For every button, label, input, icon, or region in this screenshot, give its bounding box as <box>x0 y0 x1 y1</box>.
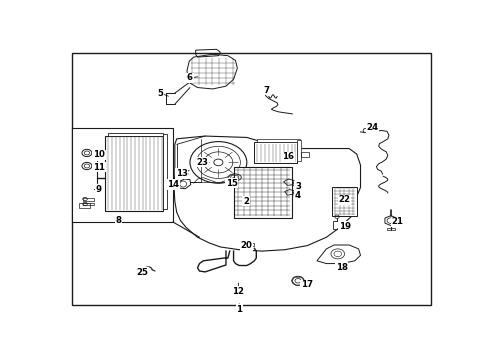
Text: 15: 15 <box>225 179 237 188</box>
Text: 11: 11 <box>93 163 105 172</box>
Text: 2: 2 <box>243 197 248 206</box>
Circle shape <box>213 159 223 166</box>
Text: 23: 23 <box>196 158 208 167</box>
Text: 17: 17 <box>300 280 312 289</box>
Text: 24: 24 <box>366 123 378 132</box>
Bar <box>83 198 94 201</box>
Bar <box>83 203 94 205</box>
Text: 3: 3 <box>294 182 301 191</box>
Bar <box>72 128 173 222</box>
Text: 19: 19 <box>338 222 350 231</box>
Polygon shape <box>176 179 190 189</box>
Text: 7: 7 <box>263 86 269 95</box>
Text: 6: 6 <box>186 73 193 82</box>
Text: 8: 8 <box>116 216 122 225</box>
Text: 5: 5 <box>157 89 163 98</box>
Text: 12: 12 <box>232 287 244 296</box>
Circle shape <box>363 128 368 133</box>
Bar <box>253 142 297 163</box>
Text: 25: 25 <box>136 268 148 277</box>
Text: 16: 16 <box>282 152 294 161</box>
Bar <box>256 139 300 142</box>
Bar <box>386 228 394 230</box>
Bar <box>331 187 356 216</box>
Text: 21: 21 <box>391 217 403 226</box>
Bar <box>248 243 253 246</box>
Text: 22: 22 <box>338 195 350 204</box>
Text: 4: 4 <box>294 191 301 200</box>
Text: 14: 14 <box>166 180 179 189</box>
Text: 9: 9 <box>95 185 101 194</box>
Bar <box>104 136 163 211</box>
Bar <box>297 140 301 161</box>
Text: 18: 18 <box>335 263 347 272</box>
Bar <box>107 133 163 136</box>
Bar <box>301 152 308 157</box>
Bar <box>244 240 251 243</box>
Polygon shape <box>316 245 360 264</box>
Text: 1: 1 <box>236 305 242 314</box>
Text: 20: 20 <box>240 241 251 250</box>
Bar <box>233 167 292 218</box>
Bar <box>332 221 341 229</box>
Text: 13: 13 <box>175 169 187 178</box>
Text: 10: 10 <box>93 150 105 159</box>
Bar <box>79 203 90 208</box>
Bar <box>163 134 167 209</box>
